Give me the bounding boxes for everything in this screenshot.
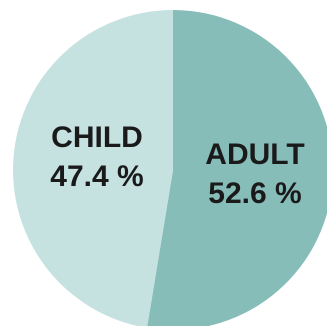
- slice-value-label-child: 47.4 %: [50, 160, 143, 193]
- slice-name-label-child: CHILD: [51, 121, 143, 154]
- pie-slices: [13, 10, 327, 326]
- slice-name-label-adult: ADULT: [205, 138, 304, 171]
- slice-value-label-adult: 52.6 %: [208, 177, 301, 210]
- pie-slice-child: [13, 10, 173, 326]
- pie-slice-adult: [147, 10, 327, 326]
